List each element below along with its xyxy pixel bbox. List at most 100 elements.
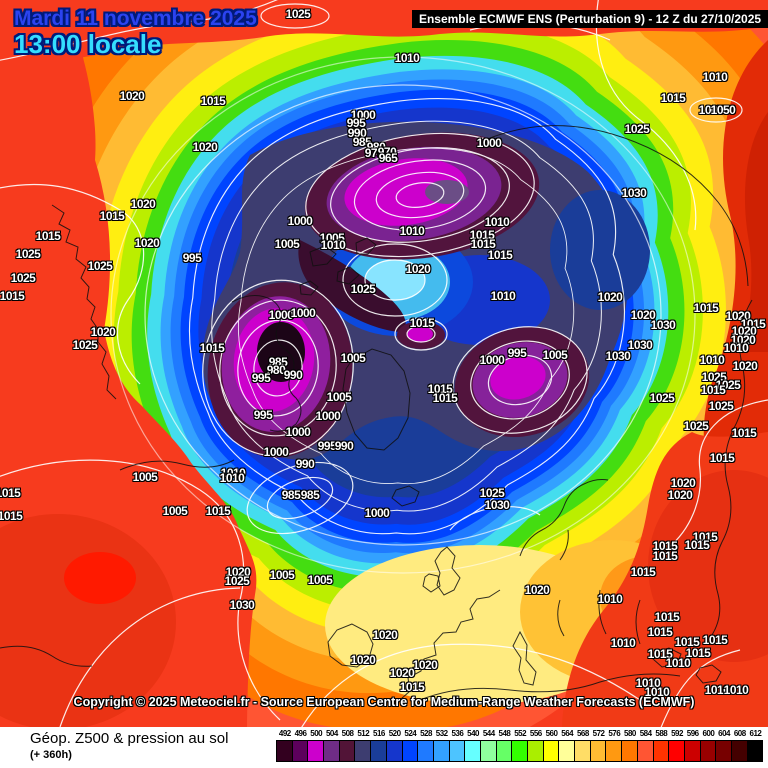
- pressure-label: 995: [251, 371, 271, 385]
- pressure-label: 1010: [394, 51, 420, 65]
- legend-cell: 540: [464, 728, 481, 762]
- pressure-label: 1015: [674, 635, 700, 649]
- pressure-label: 1005: [542, 348, 568, 362]
- pressure-label: 1015: [740, 317, 766, 331]
- pressure-label: 1005: [319, 231, 345, 245]
- pressure-label: 1020: [597, 290, 623, 304]
- pressure-label: 1020: [372, 628, 398, 642]
- legend-cell: 500: [307, 728, 325, 762]
- pressure-label: 1030: [621, 186, 647, 200]
- pressure-label: 1020: [119, 89, 145, 103]
- pressure-label: 1010: [723, 341, 749, 355]
- pressure-label: 1000: [476, 136, 502, 150]
- pressure-label: 1000: [315, 409, 341, 423]
- legend-value: 524: [404, 729, 417, 738]
- legend-cell: 568: [574, 728, 591, 762]
- pressure-label: 1020: [225, 565, 251, 579]
- legend-cell: 524: [401, 728, 419, 762]
- legend-cell: 532: [432, 728, 450, 762]
- pressure-label: 1025: [10, 271, 36, 285]
- pressure-label: 975: [364, 146, 384, 160]
- pressure-label: 1005: [162, 504, 188, 518]
- pressure-label: 1015: [684, 538, 710, 552]
- pressure-label: 1010: [702, 70, 728, 84]
- pressure-label: 1050: [710, 103, 736, 117]
- pressure-label: 1015: [692, 530, 718, 544]
- legend-value: 556: [529, 729, 542, 738]
- map-canvas: 1025 1010 1020 1015 1020 1020 1015 1015 1020 1025…: [0, 0, 768, 727]
- pressure-label: 1015: [731, 426, 757, 440]
- legend-cell: 548: [495, 728, 513, 762]
- legend-color-box: [276, 740, 293, 762]
- pressure-label: 970: [377, 145, 397, 159]
- legend-color-box: [291, 740, 309, 762]
- pressure-label: 1015: [199, 341, 225, 355]
- legend-cell: 588: [652, 728, 670, 762]
- pressure-label: 1020: [524, 583, 550, 597]
- pressure-label: 1025: [479, 486, 505, 500]
- pressure-label: 1010: [644, 685, 670, 699]
- pressure-label: 1020: [389, 666, 415, 680]
- legend-value: 504: [325, 729, 338, 738]
- legend-color-box: [605, 740, 623, 762]
- pressure-label: 1020: [725, 309, 751, 323]
- legend-value: 528: [420, 729, 432, 738]
- pressure-label: 980: [266, 363, 286, 377]
- pressure-label: 995: [317, 439, 337, 453]
- pressure-label: 1015: [200, 94, 226, 108]
- pressure-label: 1030: [484, 498, 510, 512]
- legend-cell: 560: [542, 728, 560, 762]
- pressure-label: 985: [300, 488, 320, 502]
- pressure-label: 1020: [732, 359, 758, 373]
- legend-cell: 584: [636, 728, 654, 762]
- pressure-label: 1020: [130, 197, 156, 211]
- pressure-label: 1020: [90, 325, 116, 339]
- legend-color-box: [746, 740, 764, 762]
- pressure-label: 990: [283, 368, 303, 382]
- pressure-label: 1015: [399, 680, 425, 694]
- pressure-label: 1010: [219, 471, 245, 485]
- pressure-label: 1010: [220, 466, 246, 480]
- pressure-label: 965: [378, 151, 398, 165]
- pressure-label: 1030: [627, 338, 653, 352]
- legend-value: 568: [576, 729, 589, 738]
- legend-value: 544: [482, 729, 495, 738]
- pressure-label: 1000: [350, 108, 376, 122]
- legend-color-box: [558, 740, 576, 762]
- legend-value: 500: [310, 729, 323, 738]
- pressure-label: 1005: [274, 237, 300, 251]
- pressure-label: 1015: [35, 229, 61, 243]
- coastlines: [0, 125, 753, 701]
- pressure-label: 1005: [326, 390, 352, 404]
- legend-value: 576: [608, 729, 621, 738]
- pressure-label: 1025: [15, 247, 41, 261]
- date-overlay: Mardi 11 novembre 2025 13:00 locale: [14, 7, 257, 58]
- legend-color-box: [730, 740, 748, 762]
- legend-color-box: [479, 740, 497, 762]
- pressure-label: 1005: [340, 351, 366, 365]
- legend-color-box: [448, 740, 466, 762]
- pressure-label: 1025: [72, 338, 98, 352]
- legend-value: 492: [278, 729, 291, 738]
- legend-value: 552: [514, 729, 527, 738]
- legend-value: 536: [451, 729, 464, 738]
- pressure-label: 1025: [285, 7, 311, 21]
- pressure-label: 1015: [652, 549, 678, 563]
- pressure-label: 1030: [605, 349, 631, 363]
- pressure-label: 1005: [698, 103, 724, 117]
- legend-color-box: [464, 740, 481, 762]
- pressure-label: 1015: [432, 391, 458, 405]
- pressure-label: 1025: [708, 399, 734, 413]
- legend-color-box: [699, 740, 717, 762]
- legend-cell: 492: [276, 728, 293, 762]
- pressure-label: 1010: [399, 224, 425, 238]
- legend-value: 584: [639, 729, 652, 738]
- pressure-label: 1000: [364, 506, 390, 520]
- red-edge-regions: [0, 40, 768, 727]
- pressure-label: 1015: [0, 289, 25, 303]
- pressure-label: 1015: [685, 646, 711, 660]
- pressure-labels: 1025 1010 1020 1015 1020 1020 1015 1015 1020 1025…: [0, 7, 766, 699]
- legend-color-box: [652, 740, 670, 762]
- pressure-label: 1010: [704, 683, 730, 697]
